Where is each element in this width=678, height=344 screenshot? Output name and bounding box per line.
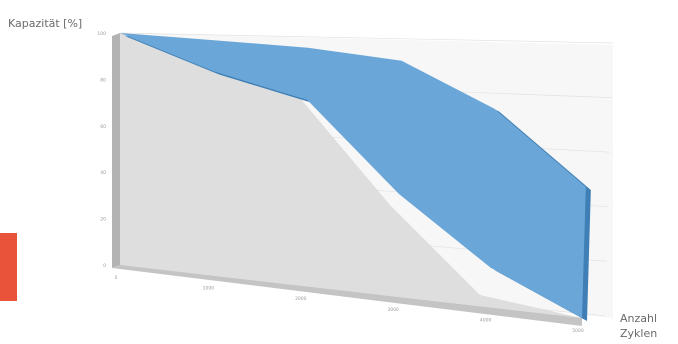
gridline xyxy=(119,32,614,44)
x-tick-label: 1000 xyxy=(203,286,215,292)
accent-bar xyxy=(0,233,17,301)
y-tick-label: 0 xyxy=(103,263,106,269)
y-tick-label: 40 xyxy=(100,170,106,176)
bottom-edge xyxy=(112,265,582,326)
y-tick-label: 100 xyxy=(97,31,106,37)
x-axis-title-line1: Anzahl xyxy=(620,312,657,325)
x-tick-label: 0 xyxy=(115,275,118,281)
left-wall xyxy=(112,33,120,268)
y-tick-label: 20 xyxy=(100,217,106,223)
y-tick-label: 80 xyxy=(100,77,106,83)
y-axis-title: Kapazität [%] xyxy=(8,17,82,30)
y-tick-label: 60 xyxy=(100,124,106,130)
x-tick-label: 3000 xyxy=(387,307,399,313)
x-axis-title-line2: Zyklen xyxy=(620,327,657,340)
x-tick-label: 5000 xyxy=(572,328,584,334)
capacity-band xyxy=(120,33,586,318)
x-tick-label: 4000 xyxy=(480,317,492,323)
x-tick-label: 2000 xyxy=(295,296,307,302)
floor xyxy=(120,33,582,318)
